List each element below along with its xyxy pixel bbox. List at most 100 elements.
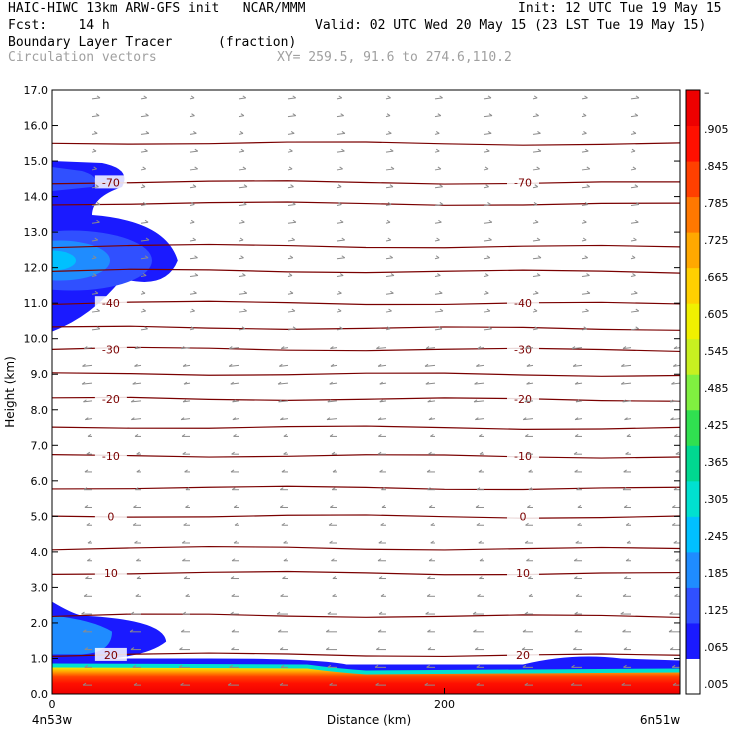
vector-head (231, 558, 236, 562)
vector-shaft (229, 364, 240, 367)
circulation-vector (581, 95, 588, 100)
circulation-vector (581, 326, 587, 331)
circulation-vector (434, 290, 443, 295)
vector-head (136, 576, 141, 579)
circulation-vector (674, 433, 680, 437)
circulation-vector (532, 219, 539, 224)
vector-head (191, 113, 195, 117)
vector-head (243, 184, 248, 188)
vector-shaft (483, 186, 489, 189)
circulation-vector (434, 202, 444, 206)
circulation-vector (189, 148, 199, 153)
vector-head (634, 113, 639, 117)
circulation-vector (130, 611, 141, 615)
circulation-vector (622, 593, 631, 597)
circulation-vector (428, 451, 435, 455)
vector-head (584, 148, 589, 152)
circulation-vector (130, 399, 142, 403)
circulation-vector (574, 469, 582, 473)
circulation-vector (238, 219, 245, 224)
circulation-vector (91, 326, 101, 331)
vector-head (682, 274, 685, 276)
vector-head (377, 417, 382, 421)
vector-head (375, 682, 379, 686)
vector-head (329, 433, 334, 437)
vector-head (487, 95, 492, 99)
circulation-vector (287, 95, 297, 100)
vector-head (525, 346, 529, 350)
vector-head (291, 237, 296, 241)
circulation-vector (189, 184, 197, 189)
vector-head (378, 540, 383, 544)
circulation-vector (238, 202, 247, 206)
circulation-vector (326, 417, 338, 421)
vector-shaft (434, 186, 443, 189)
y-tick-label: 3.0 (31, 581, 49, 594)
vector-head (87, 540, 92, 544)
vector-shaft (238, 221, 245, 224)
vector-shaft (182, 400, 191, 403)
circulation-vector (132, 522, 141, 526)
vector-head (584, 255, 588, 259)
vector-head (185, 487, 190, 491)
circulation-vector (581, 130, 587, 135)
circulation-vector (526, 451, 533, 455)
vector-head (84, 647, 89, 651)
circulation-vector (434, 166, 442, 171)
vector-head (635, 202, 640, 205)
vector-shaft (131, 400, 142, 403)
circulation-vector (581, 290, 591, 295)
vector-head (239, 237, 244, 241)
vector-head (484, 290, 489, 294)
vector-head (134, 346, 139, 350)
circulation-vector (621, 363, 632, 367)
vector-head (488, 237, 492, 241)
circulation-vector (673, 540, 680, 544)
vector-head (674, 433, 678, 437)
vector-head (635, 95, 640, 99)
vector-head (572, 363, 577, 367)
vector-shaft (532, 310, 538, 313)
circulation-vector (134, 346, 142, 350)
vector-head (620, 611, 624, 615)
vector-head (622, 487, 627, 491)
vector-head (574, 576, 578, 579)
circulation-vector (427, 399, 436, 403)
vector-head (435, 255, 440, 259)
vector-shaft (630, 168, 637, 171)
circulation-vector (532, 255, 542, 260)
vector-shaft (385, 150, 394, 153)
vector-head (329, 540, 333, 544)
vector-head (143, 95, 147, 99)
colorbar-segment (686, 90, 700, 127)
circulation-vector (287, 308, 296, 313)
temperature-contour (52, 425, 680, 430)
vector-head (242, 166, 247, 170)
vector-shaft (483, 168, 489, 171)
circulation-vector (189, 166, 198, 171)
vector-head (672, 682, 677, 686)
vector-head (672, 505, 676, 508)
circulation-vector (532, 166, 540, 171)
circulation-vector (483, 130, 492, 135)
vector-shaft (679, 169, 680, 170)
vector-head (85, 417, 89, 421)
vector-head (479, 558, 484, 562)
circulation-vector (336, 202, 342, 206)
contour-label: -20 (514, 393, 532, 406)
vector-head (338, 95, 343, 99)
circulation-vector (474, 647, 484, 651)
circulation-vector (571, 346, 583, 350)
vector-head (85, 576, 89, 579)
circulation-vector (377, 558, 386, 562)
circulation-vector (624, 417, 632, 421)
vector-head (582, 113, 587, 117)
vector-shaft (91, 257, 97, 260)
vector-head (425, 611, 429, 615)
vector-shaft (532, 115, 539, 118)
vector-shaft (378, 418, 387, 421)
circulation-vector (378, 576, 386, 580)
vector-shaft (189, 186, 197, 189)
vector-shaft (140, 168, 146, 171)
vector-head (635, 326, 639, 330)
